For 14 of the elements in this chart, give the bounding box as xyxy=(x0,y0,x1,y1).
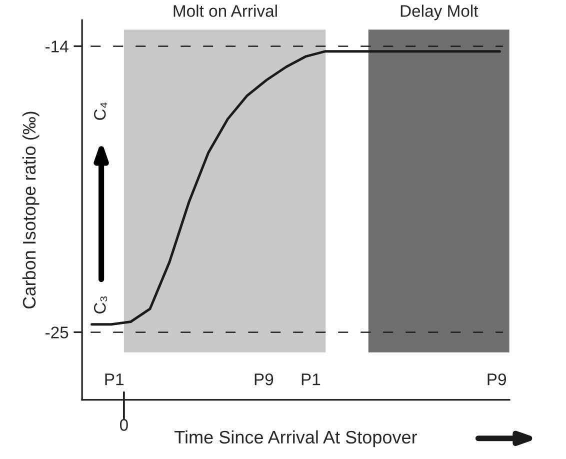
y-tick-label: -14 xyxy=(46,40,68,52)
annotation: P9 xyxy=(254,373,274,386)
text: Delay Molt xyxy=(400,4,478,20)
text: 0 xyxy=(120,419,128,431)
x-axis-title: Time Since Arrival At Stopover xyxy=(174,430,418,448)
annotation: P9 xyxy=(488,373,506,386)
annotation: P1 xyxy=(302,374,320,386)
y-tick-label: -25 xyxy=(46,326,68,338)
annotation: P1 xyxy=(105,374,124,386)
text: Molt on Arrival xyxy=(174,4,277,17)
annotation: C₄ xyxy=(94,102,108,120)
annotation: C₃ xyxy=(94,296,108,314)
line-series xyxy=(90,50,501,326)
y-axis-title: Carbon Isotope ratio (‰) xyxy=(22,112,40,308)
